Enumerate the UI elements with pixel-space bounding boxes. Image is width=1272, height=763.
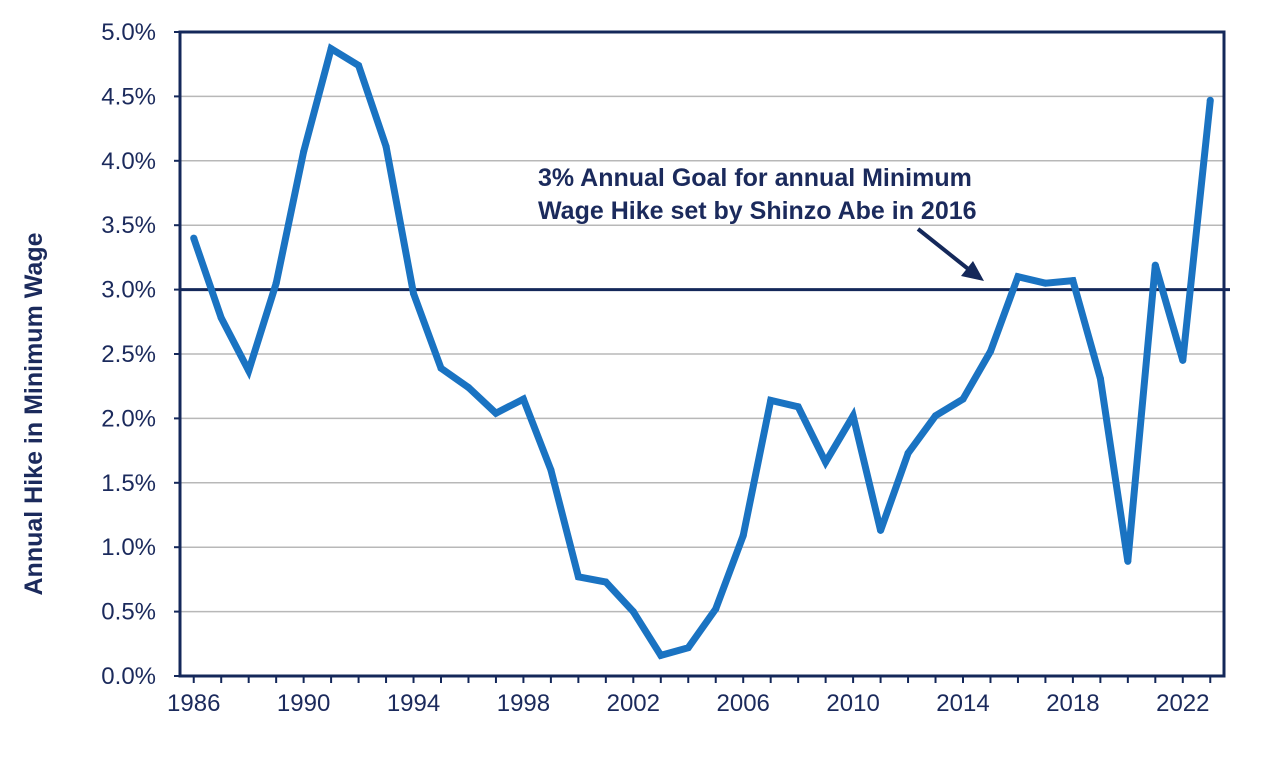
- data-point-2007: [767, 396, 775, 404]
- data-point-2016: [1014, 273, 1022, 281]
- data-point-2023: [1206, 96, 1214, 104]
- data-point-2005: [712, 605, 720, 613]
- data-point-2017: [1041, 279, 1049, 287]
- annotation-arrowhead: [961, 261, 984, 281]
- data-point-2020: [1124, 557, 1132, 565]
- data-point-2015: [986, 347, 994, 355]
- data-point-1986: [190, 234, 198, 242]
- data-point-2000: [574, 573, 582, 581]
- data-point-1990: [300, 148, 308, 156]
- data-point-1999: [547, 466, 555, 474]
- y-tick-label: 3.5%: [101, 212, 156, 239]
- y-axis-title: Annual Hike in Minimum Wage: [20, 232, 48, 595]
- data-point-1997: [492, 409, 500, 417]
- y-tick-label: 5.0%: [101, 19, 156, 46]
- x-tick-label: 2010: [826, 690, 879, 717]
- y-tick-label: 0.5%: [101, 599, 156, 626]
- data-point-1996: [464, 383, 472, 391]
- x-tick-label: 2014: [936, 690, 989, 717]
- y-tick-label: 1.5%: [101, 470, 156, 497]
- annotation-line-2: Wage Hike set by Shinzo Abe in 2016: [538, 197, 977, 225]
- data-points: [190, 45, 1214, 659]
- data-point-1993: [382, 143, 390, 151]
- data-point-2010: [849, 412, 857, 420]
- data-point-2001: [602, 578, 610, 586]
- data-point-2011: [877, 526, 885, 534]
- series-line: [190, 43, 1214, 660]
- annotation-arrow-shaft: [916, 227, 974, 274]
- x-tick-label: 1998: [497, 690, 550, 717]
- y-tick-label: 2.0%: [101, 405, 156, 432]
- data-point-1992: [355, 61, 363, 69]
- annotation-line-1: 3% Annual Goal for annual Minimum: [538, 164, 972, 192]
- data-point-2004: [684, 644, 692, 652]
- data-point-2008: [794, 403, 802, 411]
- data-point-1991: [327, 45, 335, 53]
- y-tick-label: 3.0%: [101, 277, 156, 304]
- data-point-2012: [904, 449, 912, 457]
- data-point-1988: [245, 367, 253, 375]
- data-point-2002: [629, 608, 637, 616]
- y-tick-label: 1.0%: [101, 534, 156, 561]
- data-point-2022: [1179, 356, 1187, 364]
- data-point-2014: [959, 395, 967, 403]
- y-axis: 0.0% 0.5% 1.0% 1.5% 2.0% 2.5% 3.0% 3.5% 4.0% 4.5%…: [101, 19, 180, 690]
- data-point-2018: [1069, 277, 1077, 285]
- x-tick-label: 1994: [387, 690, 440, 717]
- y-tick-label: 2.5%: [101, 341, 156, 368]
- data-point-2021: [1151, 261, 1159, 269]
- data-point-1989: [272, 279, 280, 287]
- y-tick-label: 4.0%: [101, 148, 156, 175]
- data-point-1987: [217, 314, 225, 322]
- x-axis: 1986 1990 1994 1998 2002 2006 2010 2014 2018 2022: [167, 676, 1212, 717]
- x-tick-label: 2002: [607, 690, 660, 717]
- data-point-2019: [1096, 374, 1104, 382]
- data-point-1995: [437, 364, 445, 372]
- x-tick-label: 1986: [167, 690, 220, 717]
- x-tick-label: 1990: [277, 690, 330, 717]
- annotation: 3% Annual Goal for annual Minimum Wage H…: [538, 164, 984, 281]
- data-point-1994: [410, 289, 418, 297]
- y-tick-label: 4.5%: [101, 83, 156, 110]
- data-point-2009: [822, 458, 830, 466]
- x-tick-label: 2022: [1156, 690, 1209, 717]
- data-point-2013: [932, 412, 940, 420]
- data-point-2003: [657, 651, 665, 659]
- data-point-2006: [739, 532, 747, 540]
- x-tick-label: 2006: [717, 690, 770, 717]
- data-point-1998: [519, 395, 527, 403]
- y-tick-label: 0.0%: [101, 663, 156, 690]
- x-tick-label: 2018: [1046, 690, 1099, 717]
